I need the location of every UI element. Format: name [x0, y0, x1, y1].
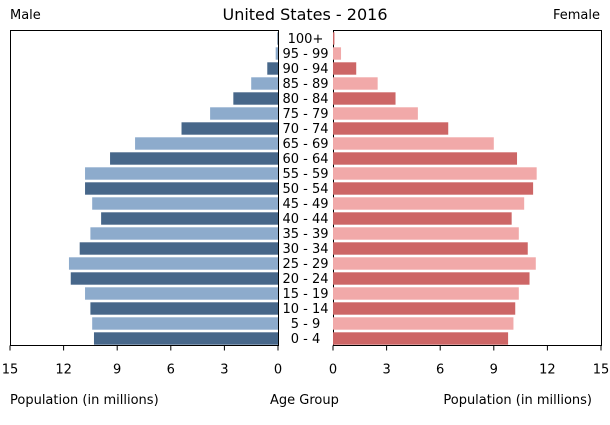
age-group-label: 40 - 44	[282, 212, 328, 227]
male-bars	[68, 32, 279, 345]
female-bar	[333, 197, 525, 210]
male-bar	[90, 302, 279, 315]
male-bar	[85, 287, 278, 300]
female-bar	[333, 92, 396, 105]
female-axis-label: Population (in millions)	[443, 393, 592, 408]
age-group-label: 0 - 4	[291, 332, 321, 347]
age-group-label: 60 - 64	[282, 152, 328, 167]
male-bar	[90, 227, 279, 240]
age-group-label: 80 - 84	[282, 92, 328, 107]
female-bar	[333, 107, 418, 120]
female-tick-label: 12	[539, 363, 556, 378]
male-tick-label: 9	[113, 363, 121, 378]
male-axis-ticks: 0 3 6 9 12 15	[2, 345, 282, 378]
female-bar	[333, 287, 519, 300]
female-tick-label: 0	[329, 363, 337, 378]
male-label: Male	[10, 8, 41, 23]
male-tick-label: 3	[220, 363, 228, 378]
female-bar	[333, 272, 530, 285]
age-group-label: 65 - 69	[282, 137, 328, 152]
age-group-label: 95 - 99	[282, 47, 328, 62]
male-bar	[93, 332, 279, 345]
female-bar	[333, 77, 378, 90]
male-bar	[135, 137, 278, 150]
female-bar	[333, 257, 536, 270]
female-bar	[333, 122, 449, 135]
age-group-label: 10 - 14	[282, 302, 328, 317]
age-group-label: 85 - 89	[282, 77, 328, 92]
male-bar	[267, 62, 278, 75]
male-tick-label: 15	[2, 363, 19, 378]
male-bar	[233, 92, 278, 105]
male-bar	[277, 32, 278, 45]
male-bar	[85, 167, 278, 180]
male-tick-label: 0	[274, 363, 282, 378]
female-bar	[333, 212, 512, 225]
female-bar	[333, 332, 509, 345]
male-bar	[251, 77, 278, 90]
age-group-label: 35 - 39	[282, 227, 328, 242]
female-bar	[333, 317, 514, 330]
female-tick-label: 3	[382, 363, 390, 378]
age-group-label: 75 - 79	[282, 107, 328, 122]
age-group-label: 70 - 74	[282, 122, 328, 137]
male-bar	[68, 257, 279, 270]
age-group-label: 25 - 29	[282, 257, 328, 272]
female-bar	[333, 302, 516, 315]
female-bar	[333, 182, 534, 195]
male-bar	[79, 242, 279, 255]
female-axis-ticks: 0 3 6 9 12 15	[329, 345, 610, 378]
male-bar	[181, 122, 278, 135]
chart-title: United States - 2016	[222, 5, 388, 24]
male-bar	[110, 152, 278, 165]
male-bar	[70, 272, 278, 285]
age-group-label: 90 - 94	[282, 62, 328, 77]
female-bar	[333, 62, 357, 75]
female-bar	[333, 32, 335, 45]
female-bars	[333, 32, 537, 345]
male-bar	[210, 107, 278, 120]
age-group-label: 50 - 54	[282, 182, 328, 197]
female-bar	[333, 227, 519, 240]
male-plot-frame	[10, 30, 279, 346]
male-bar	[92, 317, 278, 330]
male-axis-label: Population (in millions)	[10, 393, 159, 408]
male-tick-label: 12	[55, 363, 72, 378]
female-bar	[333, 242, 528, 255]
age-group-axis-label: Age Group	[270, 393, 339, 408]
female-tick-label: 15	[593, 363, 610, 378]
female-bar	[333, 47, 342, 60]
female-bar	[333, 152, 518, 165]
age-group-label: 100+	[288, 32, 324, 47]
female-tick-label: 9	[490, 363, 498, 378]
male-bar	[101, 212, 279, 225]
male-tick-label: 6	[167, 363, 175, 378]
female-label: Female	[552, 8, 600, 23]
female-bar	[333, 137, 494, 150]
age-group-label: 30 - 34	[282, 242, 328, 257]
male-bar	[92, 197, 278, 210]
female-tick-label: 6	[436, 363, 444, 378]
age-group-label: 5 - 9	[291, 317, 321, 332]
male-bar	[85, 182, 278, 195]
age-group-label: 45 - 49	[282, 197, 328, 212]
age-group-label: 20 - 24	[282, 272, 328, 287]
age-group-label: 15 - 19	[282, 287, 328, 302]
age-group-label: 55 - 59	[282, 167, 328, 182]
female-bar	[333, 167, 537, 180]
male-bar	[275, 47, 278, 60]
